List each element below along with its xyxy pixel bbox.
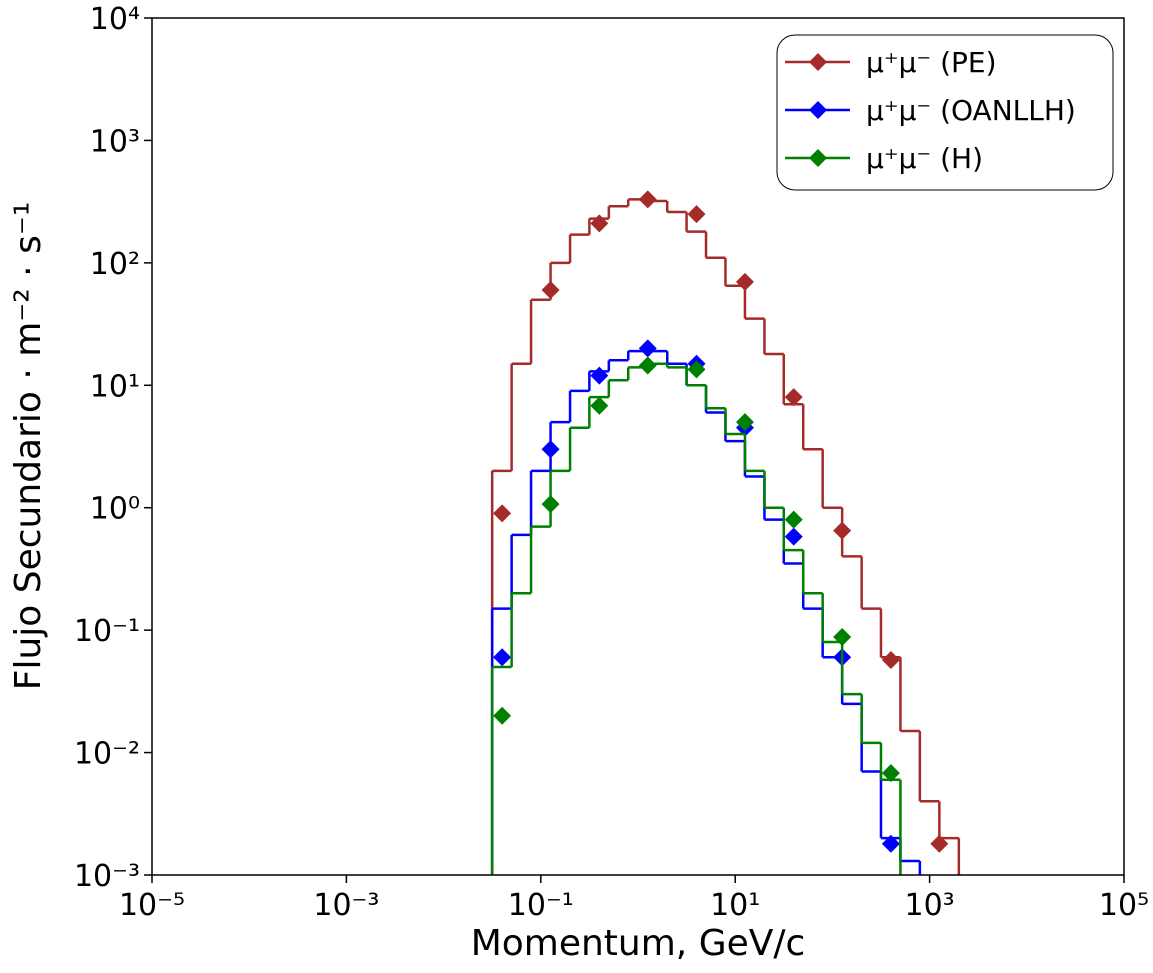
legend-marker [809,53,827,71]
axes-frame [151,17,1125,876]
y-tick-label: 10⁻¹ [74,614,140,649]
marker [833,627,852,646]
marker [638,339,657,358]
x-tick-label: 10³ [904,888,954,923]
marker [638,356,657,375]
x-tick-label: 10⁻⁵ [119,888,185,923]
marker [687,360,706,379]
x-tick-label: 10⁻³ [313,888,379,923]
legend-label: μ⁺μ⁻ (OANLLH) [866,94,1076,127]
y-tick-label: 10³ [90,124,140,159]
marker [493,706,512,725]
x-tick-label: 10⁻¹ [508,888,574,923]
legend-box [776,34,1114,191]
legend-marker [809,149,827,167]
x-tick-label: 10¹ [710,888,760,923]
marker [493,648,512,667]
legend-label: μ⁺μ⁻ (PE) [866,46,997,79]
marker [590,396,609,415]
x-tick-label: 10⁵ [1099,888,1149,923]
y-tick-label: 10¹ [90,369,140,404]
y-axis-label: Flujo Secundario · m⁻² · s⁻¹ [8,202,49,691]
y-tick-label: 10⁻³ [74,859,140,894]
marker [930,834,949,853]
y-tick-label: 10⁴ [90,2,140,37]
plot-area [490,190,961,875]
marker [735,272,754,291]
marker [881,834,900,853]
marker [493,504,512,523]
y-tick-label: 10² [90,247,140,282]
legend-label: μ⁺μ⁻ (H) [866,142,983,175]
marker [590,214,609,233]
marker [735,413,754,432]
marker [590,366,609,385]
marker [541,281,560,300]
x-axis-label: Momentum, GeV/c [471,923,806,964]
legend-marker [809,101,827,119]
marker [541,495,560,514]
marker [638,190,657,209]
marker [881,651,900,670]
marker [784,510,803,529]
marker [881,764,900,783]
marker [833,521,852,540]
marker [784,527,803,546]
marker [541,440,560,459]
marker [784,388,803,407]
y-tick-label: 10⁰ [90,492,140,527]
y-tick-label: 10⁻² [74,737,140,772]
marker [687,205,706,224]
